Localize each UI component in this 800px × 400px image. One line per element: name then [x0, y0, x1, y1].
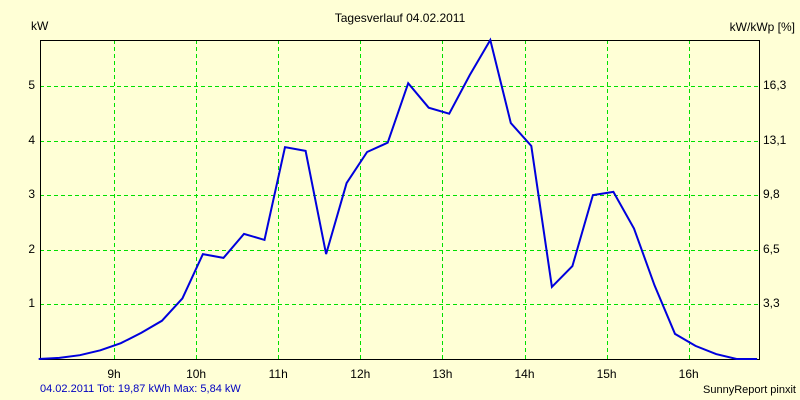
plot-frame	[40, 40, 760, 360]
y-tick-right: 16,3	[763, 77, 787, 92]
summary-text: 04.02.2011 Tot: 19,87 kWh Max: 5,84 kW	[40, 383, 241, 395]
x-tick: 10h	[186, 367, 207, 381]
y-tick-left: 1	[28, 296, 35, 311]
x-tick: 15h	[596, 367, 617, 381]
x-tick: 14h	[514, 367, 535, 381]
chart-title: Tagesverlauf 04.02.2011	[334, 11, 466, 25]
y-axis-label-left: kW	[31, 19, 49, 33]
y-tick-left: 5	[28, 77, 35, 92]
x-tick: 16h	[678, 367, 699, 381]
x-tick: 11h	[268, 367, 288, 381]
x-tick: 13h	[432, 367, 453, 381]
x-tick: 12h	[350, 367, 371, 381]
y-axis-label-right: kW/kWp [%]	[729, 20, 795, 34]
x-tick: 9h	[107, 367, 121, 381]
y-tick-right: 6,5	[763, 241, 780, 256]
brand-label: SunnyReport pinxit	[703, 384, 796, 396]
y-tick-right: 3,3	[763, 296, 780, 311]
y-tick-right: 9,8	[763, 187, 780, 202]
y-tick-left: 3	[28, 187, 35, 202]
y-tick-left: 4	[28, 132, 35, 147]
power-line-series	[38, 37, 758, 360]
y-tick-left: 2	[28, 241, 35, 256]
y-tick-right: 13,1	[763, 132, 787, 147]
